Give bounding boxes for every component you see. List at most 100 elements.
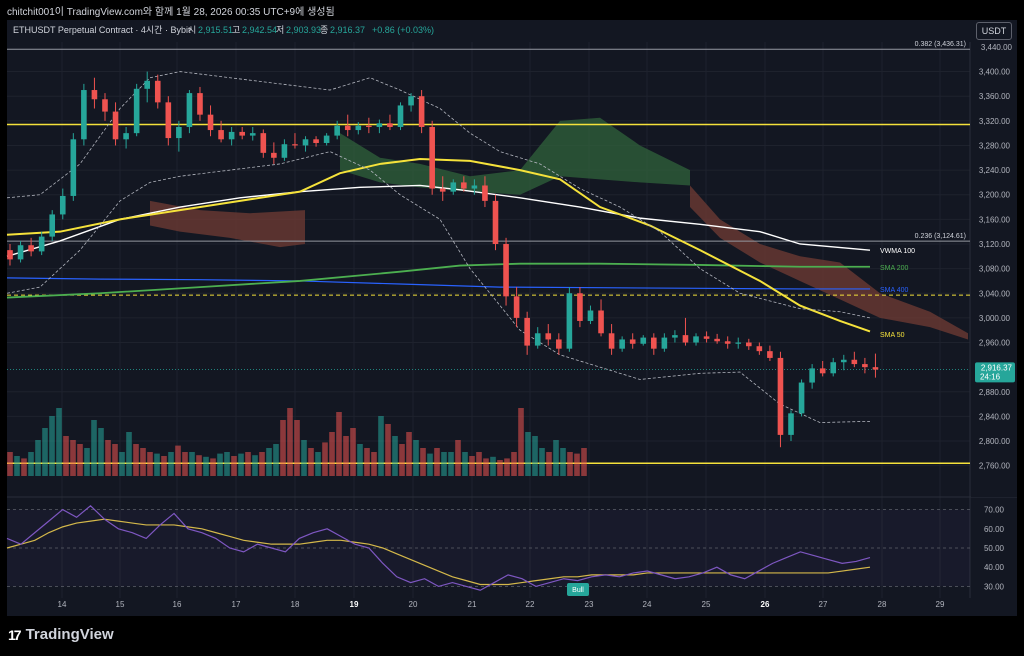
currency-button[interactable]: USDT (976, 22, 1012, 40)
volume-bar (308, 448, 314, 476)
candle (745, 338, 752, 350)
volume-bar (77, 444, 83, 476)
volume-bar (287, 408, 293, 476)
rsi-tick: 50.00 (984, 544, 1005, 553)
volume-bar (483, 458, 489, 476)
candle (840, 354, 847, 371)
price-tick: 3,280.00 (979, 141, 1011, 150)
candle (207, 105, 214, 137)
volume-bar (315, 452, 321, 476)
candle (503, 237, 509, 306)
price-tick: 3,240.00 (979, 166, 1011, 175)
volume-bar (399, 444, 405, 476)
candle (123, 126, 129, 149)
rsi-line (6, 504, 871, 591)
volume-bar (336, 412, 342, 476)
candle (218, 120, 224, 143)
high-label: 고 (232, 25, 240, 35)
volume-bar (266, 448, 272, 476)
candle (165, 96, 172, 146)
candle (693, 333, 699, 346)
indicator-label: SMA 200 (880, 265, 909, 272)
time-axis[interactable]: 14 15 16 17 18 19 20 21 22 23 24 25 26 27 28 29 (58, 600, 945, 609)
volume-bar (546, 452, 552, 476)
candle (186, 90, 193, 134)
volume-bar (280, 420, 286, 476)
candle (524, 311, 530, 355)
price-tick: 3,320.00 (979, 117, 1011, 126)
price-tick: 2,760.00 (979, 462, 1011, 471)
candle (408, 93, 414, 112)
volume-bar (539, 448, 545, 476)
volume-bar (434, 448, 440, 476)
candle (387, 114, 393, 131)
low-label: 저 (276, 25, 284, 35)
time-tick: 27 (819, 600, 828, 609)
candle (767, 345, 773, 361)
fib-label: 0.382 (3,436.31) (915, 41, 966, 48)
volume-bar (140, 448, 146, 476)
time-tick: 16 (173, 600, 182, 609)
candle (556, 333, 562, 355)
volume-bar (168, 452, 174, 476)
candle (176, 120, 182, 152)
volume-bar (35, 440, 41, 476)
price-tick: 3,160.00 (979, 215, 1011, 224)
rsi-tick: 60.00 (984, 525, 1005, 534)
volume-bar (511, 452, 517, 476)
time-tick: 21 (468, 600, 477, 609)
candle (429, 120, 435, 195)
candle (777, 351, 784, 448)
volume-bar (49, 416, 55, 476)
candle (798, 379, 805, 417)
change-value: +0.86 (+0.03%) (372, 25, 434, 35)
brand-name: TradingView (25, 626, 114, 643)
candle (38, 231, 45, 256)
low-value: 2,903.93 (286, 25, 321, 35)
candle (323, 133, 330, 146)
volume-bar (231, 456, 237, 476)
candle (197, 86, 203, 121)
candle (418, 90, 425, 134)
volume-bar (70, 440, 76, 476)
candle (819, 360, 826, 377)
price-axis[interactable]: 3,440.00 3,400.00 3,360.00 3,320.00 3,280.00… (971, 42, 1017, 497)
price-tick: 3,040.00 (979, 289, 1011, 298)
candle (366, 117, 372, 134)
volume-bar (441, 452, 447, 476)
volume-bar (175, 445, 181, 476)
volume-bar (14, 456, 20, 476)
rsi-tick: 30.00 (984, 582, 1005, 591)
candle (228, 126, 235, 146)
volume-bar (63, 436, 69, 476)
volume-bar (112, 444, 118, 476)
candle (450, 179, 457, 195)
candle (334, 120, 340, 140)
volume-bar (385, 424, 391, 476)
volume-bar (84, 448, 90, 476)
candle (577, 287, 583, 328)
volume-bar (455, 440, 461, 476)
volume-bar (553, 440, 559, 476)
bull-annotation-badge (567, 583, 589, 596)
volume-bar (161, 456, 167, 476)
top-caption: chitchit001이 TradingView.com와 함께 1월 28, … (7, 7, 335, 18)
volume-bar (490, 456, 496, 476)
candle (271, 142, 277, 164)
candle (81, 83, 87, 146)
time-tick: 25 (702, 600, 711, 609)
rsi-tick: 40.00 (984, 563, 1005, 572)
candle (302, 136, 309, 152)
volume-bar (448, 452, 454, 476)
high-value: 2,942.54 (242, 25, 277, 35)
volume-bars (7, 408, 587, 476)
close-label: 종 (320, 25, 328, 35)
volume-bar (525, 432, 531, 476)
candle (735, 337, 742, 349)
volume-bar (56, 408, 62, 476)
price-tick: 3,200.00 (979, 191, 1011, 200)
time-tick: 28 (878, 600, 887, 609)
volume-bar (189, 452, 195, 476)
volume-bar (560, 448, 566, 476)
